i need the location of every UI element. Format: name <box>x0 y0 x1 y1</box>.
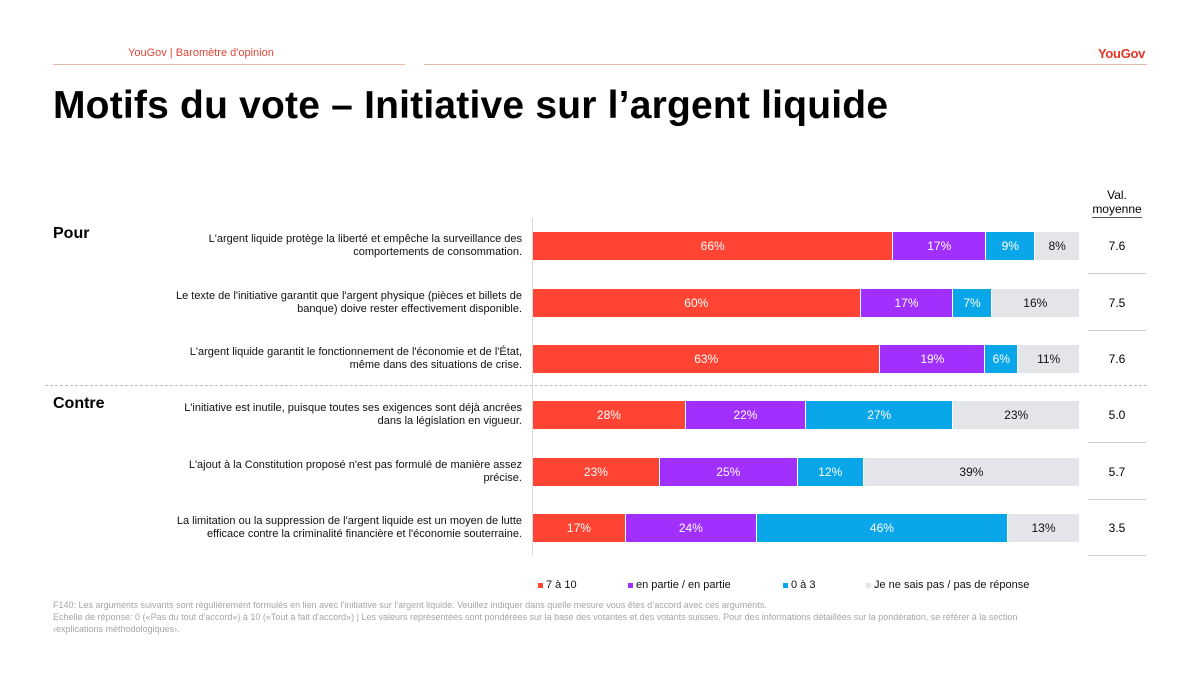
legend-item: 7 à 10 <box>538 579 577 591</box>
legend-swatch <box>783 582 788 588</box>
legend-swatch <box>538 582 543 588</box>
header-divider-left <box>53 64 405 65</box>
footnote: F140: Les arguments suivants sont réguli… <box>53 599 1153 635</box>
bar-data-label: 17% <box>566 521 591 535</box>
bar-data-label: 13% <box>1031 521 1056 535</box>
bar-data-label: 46% <box>869 521 894 535</box>
section-label-contre: Contre <box>53 395 105 412</box>
legend-swatch <box>866 582 871 588</box>
bar-segment-0-a-3: 7% <box>953 289 992 317</box>
mean-value: 7.6 <box>1108 352 1126 366</box>
legend-label: 7 à 10 <box>546 579 577 591</box>
bar-segment-nsp: 8% <box>1035 232 1079 260</box>
bar-data-label: 16% <box>1023 296 1048 310</box>
mean-value: 5.0 <box>1108 408 1126 422</box>
bar-data-label: 22% <box>733 408 758 422</box>
bar-segment-7-a-10: 66% <box>533 232 894 260</box>
bar-segment-en-partie: 22% <box>685 401 806 429</box>
category-label: L'argent liquide garantit le fonctionnem… <box>189 346 522 371</box>
bar-data-label: 24% <box>678 521 703 535</box>
category-label: L'argent liquide protège la liberté et e… <box>208 233 522 258</box>
bar-data-label: 66% <box>700 239 725 253</box>
bar-segment-0-a-3: 9% <box>986 232 1036 260</box>
mean-value: 3.5 <box>1108 521 1126 535</box>
legend-label: 0 à 3 <box>791 579 816 591</box>
section-label-pour: Pour <box>53 225 90 242</box>
bar-segment-0-a-3: 27% <box>806 401 954 429</box>
legend-label: Je ne sais pas / pas de réponse <box>874 579 1030 591</box>
bar-segment-nsp: 11% <box>1018 345 1079 373</box>
mean-value-header: Val. moyenne <box>1088 188 1146 218</box>
mean-value: 5.7 <box>1108 465 1126 479</box>
bar-segment-nsp: 23% <box>953 401 1079 429</box>
bar-data-label: 7% <box>963 296 981 310</box>
header-source-label: YouGov | Baromètre d'opinion <box>128 47 274 59</box>
bar-data-label: 23% <box>1004 408 1029 422</box>
bar-data-label: 25% <box>716 465 741 479</box>
bar-data-label: 39% <box>959 465 984 479</box>
bar-segment-0-a-3: 46% <box>756 514 1009 542</box>
mean-value: 7.5 <box>1108 296 1126 310</box>
bar-data-label: 6% <box>992 352 1010 366</box>
pour-contre-separator <box>45 385 1147 386</box>
chart-axis-line <box>532 218 533 556</box>
mean-value: 7.6 <box>1108 239 1126 253</box>
bar-data-label: 27% <box>867 408 892 422</box>
bar-segment-0-a-3: 6% <box>985 345 1019 373</box>
bar-data-label: 11% <box>1037 352 1061 366</box>
footnote-question: F140: Les arguments suivants sont réguli… <box>53 600 767 610</box>
bar-segment-7-a-10: 28% <box>533 401 686 429</box>
bar-segment-7-a-10: 23% <box>533 458 660 486</box>
mean-value-header-line2: moyenne <box>1092 202 1142 218</box>
category-label: La limitation ou la suppression de l'arg… <box>176 515 522 540</box>
category-label: L'initiative est inutile, puisque toutes… <box>184 402 522 427</box>
mean-value-divider <box>1088 273 1146 274</box>
legend-item: en partie / en partie <box>628 579 731 591</box>
bar-segment-en-partie: 24% <box>625 514 757 542</box>
bar-data-label: 28% <box>596 408 621 422</box>
bar-segment-nsp: 16% <box>991 289 1079 317</box>
mean-value-divider <box>1088 330 1146 331</box>
bar-data-label: 12% <box>818 465 843 479</box>
bar-segment-0-a-3: 12% <box>797 458 864 486</box>
mean-value-divider <box>1088 442 1146 443</box>
bar-data-label: 8% <box>1048 239 1066 253</box>
mean-value-header-line1: Val. <box>1107 188 1127 202</box>
yougov-logo: YouGov <box>1098 46 1146 61</box>
bar-segment-7-a-10: 63% <box>533 345 881 373</box>
bar-segment-en-partie: 19% <box>880 345 986 373</box>
category-label: Le texte de l'initiative garantit que l'… <box>175 290 522 315</box>
page-title: Motifs du vote – Initiative sur l’argent… <box>53 84 889 127</box>
category-label: L'ajout à la Constitution proposé n'est … <box>188 459 522 484</box>
bar-data-label: 9% <box>1001 239 1019 253</box>
bar-segment-en-partie: 17% <box>893 232 987 260</box>
bar-data-label: 17% <box>894 296 919 310</box>
bar-segment-en-partie: 25% <box>659 458 798 486</box>
bar-segment-7-a-10: 60% <box>533 289 861 317</box>
bar-data-label: 60% <box>684 296 709 310</box>
header-divider-right <box>424 64 1147 65</box>
bar-segment-nsp: 39% <box>863 458 1079 486</box>
mean-value-divider <box>1088 555 1146 556</box>
mean-value-divider <box>1088 499 1146 500</box>
legend-swatch <box>628 582 633 588</box>
legend-item: Je ne sais pas / pas de réponse <box>866 579 1029 591</box>
bar-segment-7-a-10: 17% <box>533 514 626 542</box>
legend-label: en partie / en partie <box>636 579 731 591</box>
bar-data-label: 17% <box>927 239 952 253</box>
legend-item: 0 à 3 <box>783 579 815 591</box>
footnote-scale: Echelle de réponse: 0 («Pas du tout d'ac… <box>53 612 1018 622</box>
bar-data-label: 23% <box>583 465 608 479</box>
footnote-method: ‹explications méthodologiques›. <box>53 624 180 634</box>
stacked-bar-chart: 66% 17% 9% 8% 60% 17% 7% 16% 63% 19% 6% 11% 28% 22% 27… <box>533 0 1079 674</box>
bar-data-label: 63% <box>694 352 719 366</box>
bar-segment-nsp: 13% <box>1008 514 1079 542</box>
bar-segment-en-partie: 17% <box>860 289 954 317</box>
bar-data-label: 19% <box>920 352 945 366</box>
